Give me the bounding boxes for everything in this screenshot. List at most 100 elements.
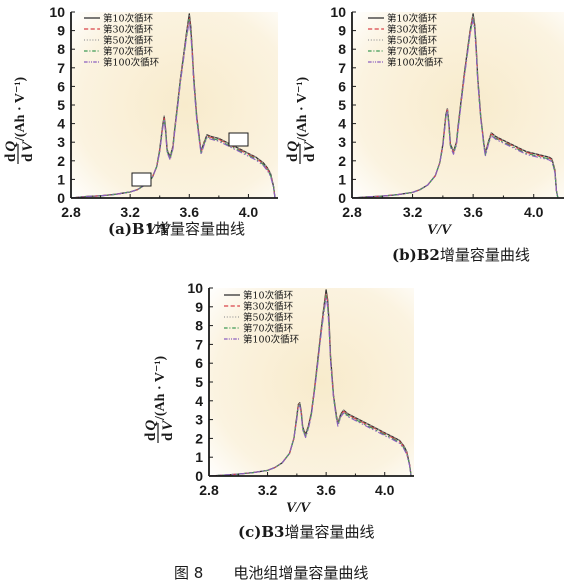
y-tick-label: 1 [195, 449, 203, 465]
x-tick-label: 4.0 [239, 204, 259, 220]
plot-background [71, 12, 278, 198]
y-tick-label: 5 [57, 97, 65, 113]
y-label-unit: /(Ah · V⁻¹) [295, 76, 310, 142]
panel-caption-c: (c)B3增量容量曲线 [238, 523, 374, 541]
x-tick-label: 2.8 [342, 204, 362, 220]
series-lines [208, 289, 412, 477]
annotation-box-B [228, 132, 249, 147]
legend-entry: 第10次循环 [243, 290, 293, 302]
legend-entry: 第10次循环 [103, 13, 153, 25]
y-tick-label: 7 [195, 336, 203, 352]
legend-entry: 第70次循环 [103, 46, 153, 58]
caption-battery: B2 [417, 246, 440, 264]
panel-caption-a: (a)B1增量容量曲线 [108, 220, 245, 238]
y-tick-label: 8 [195, 318, 203, 334]
y-tick-label: 6 [57, 78, 65, 94]
plot-background [209, 288, 414, 476]
x-tick-label: 3.2 [403, 204, 423, 220]
y-tick-label: 6 [195, 355, 203, 371]
y-label-unit: /(Ah · V⁻¹) [153, 355, 168, 421]
x-tick-label: 4.0 [524, 204, 544, 220]
figure-label: 图 8 [174, 564, 203, 582]
y-tick-label: 6 [338, 78, 346, 94]
series-line-第100次循环 [208, 296, 412, 477]
legend-entry: 第10次循环 [387, 13, 437, 25]
annotations [131, 132, 249, 187]
y-label-unit: /(Ah · V⁻¹) [13, 76, 28, 142]
y-tick-label: 5 [195, 374, 203, 390]
x-tick-label: 3.6 [463, 204, 483, 220]
y-tick-label: 8 [338, 41, 346, 57]
series-line-第100次循环 [351, 18, 559, 199]
legend-entry: 第50次循环 [387, 35, 437, 47]
panel-caption-b: (b)B2增量容量曲线 [392, 246, 530, 264]
legend-entry: 第100次循环 [103, 57, 159, 69]
y-tick-label: 0 [195, 468, 203, 484]
y-tick-label: 3 [195, 412, 203, 428]
y-tick-label: 9 [195, 299, 203, 315]
y-tick-label: 7 [338, 60, 346, 76]
legend-entry: 第50次循环 [243, 312, 293, 324]
caption-prefix: (c) [238, 523, 261, 541]
caption-text: 增量容量曲线 [155, 220, 245, 238]
y-tick-label: 2 [57, 153, 65, 169]
legend-entry: 第30次循环 [387, 24, 437, 36]
plot-background [352, 12, 564, 198]
caption-text: 增量容量曲线 [284, 523, 374, 541]
x-axis-label: V/V [146, 222, 172, 238]
legend-entry: 第50次循环 [103, 35, 153, 47]
legend-entry: 第70次循环 [243, 323, 293, 335]
series-line-第50次循环 [351, 14, 559, 199]
y-tick-label: 8 [57, 41, 65, 57]
y-tick-label: 9 [338, 23, 346, 39]
y-tick-label: 9 [57, 23, 65, 39]
y-label-denominator: dV [302, 140, 318, 162]
y-tick-label: 10 [49, 4, 65, 20]
y-tick-label: 0 [57, 190, 65, 206]
series-line-第70次循环 [351, 17, 559, 199]
caption-battery: B3 [261, 523, 284, 541]
figure-caption: 图 8 电池组增量容量曲线 [174, 564, 368, 582]
y-tick-label: 4 [195, 393, 203, 409]
caption-battery: B1 [132, 220, 155, 238]
legend-entry: 第30次循环 [243, 301, 293, 313]
x-axis-label: V/V [427, 222, 453, 238]
y-tick-label: 1 [338, 171, 346, 187]
y-tick-label: 4 [338, 116, 346, 132]
y-tick-label: 10 [330, 4, 346, 20]
y-label-numerator: dQ [143, 420, 159, 441]
y-tick-label: 3 [57, 134, 65, 150]
y-label-denominator: dV [20, 140, 36, 162]
y-tick-label: 4 [57, 116, 65, 132]
y-tick-label: 1 [57, 171, 65, 187]
x-tick-label: 3.6 [180, 204, 200, 220]
series-lines [351, 13, 559, 199]
x-tick-label: 2.8 [61, 204, 81, 220]
x-tick-label: 2.8 [199, 482, 219, 498]
legend-entry: 第70次循环 [387, 46, 437, 58]
x-tick-label: 4.0 [375, 482, 395, 498]
series-line-第100次循环 [70, 20, 276, 199]
y-tick-label: 3 [338, 134, 346, 150]
x-tick-label: 3.6 [316, 482, 336, 498]
caption-prefix: (b) [392, 246, 417, 264]
legend-entry: 第100次循环 [243, 334, 299, 346]
series-line-第50次循环 [208, 293, 412, 477]
legend-entry: 第100次循环 [387, 57, 443, 69]
x-tick-label: 3.2 [258, 482, 278, 498]
y-label-numerator: dQ [3, 141, 19, 162]
x-axis-label: V/V [286, 500, 312, 516]
legend-entry: 第30次循环 [103, 24, 153, 36]
caption-text: 增量容量曲线 [440, 246, 530, 264]
